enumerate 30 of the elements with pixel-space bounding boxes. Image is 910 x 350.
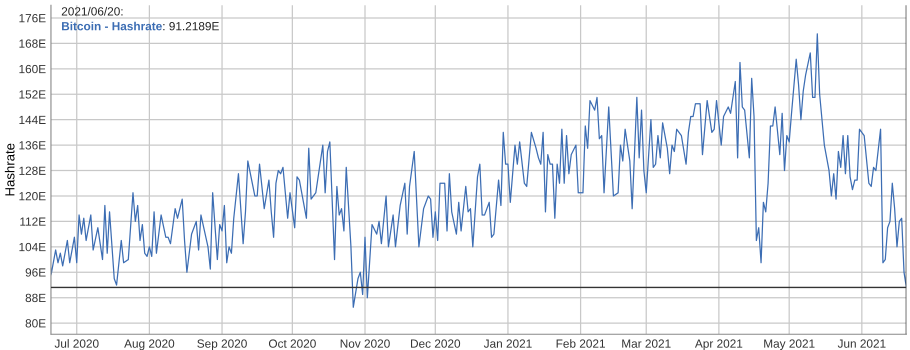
y-tick-label: 168E bbox=[19, 39, 46, 48]
x-tick-label: Feb 2021 bbox=[556, 339, 605, 348]
y-tick-label: 96E bbox=[26, 268, 46, 277]
x-tick-label: Apr 2021 bbox=[694, 339, 742, 350]
x-tick-label: Mar 2021 bbox=[622, 339, 671, 348]
annotation: : 91.2189E bbox=[163, 22, 219, 30]
x-tick-label: May 2021 bbox=[764, 339, 815, 350]
text: Bitcoin - Hashrate bbox=[62, 22, 162, 30]
y-axis-title: Hashrate bbox=[4, 144, 15, 196]
x-tick-label: Sep 2020 bbox=[197, 339, 247, 350]
y-tick-label: 176E bbox=[19, 14, 46, 22]
y-tick-label: 80E bbox=[26, 319, 46, 328]
y-tick-label: 128E bbox=[19, 166, 46, 175]
annotation: 2021/06/20: bbox=[62, 6, 123, 16]
y-tick-label: 88E bbox=[26, 294, 46, 302]
x-tick-label: Jan 2021 bbox=[484, 339, 532, 348]
y-tick-label: 136E bbox=[19, 141, 46, 150]
x-tick-label: Jul 2020 bbox=[54, 339, 99, 348]
x-tick-label: Jun 2021 bbox=[838, 339, 886, 348]
x-tick-label: Aug 2020 bbox=[124, 339, 174, 350]
x-tick-label: Dec 2020 bbox=[411, 339, 460, 348]
x-tick-label: Nov 2020 bbox=[340, 339, 390, 348]
y-tick-label: 144E bbox=[19, 116, 46, 124]
y-tick-label: 120E bbox=[19, 192, 46, 200]
y-tick-label: 112E bbox=[20, 217, 46, 226]
y-tick-label: 152E bbox=[19, 90, 46, 99]
y-tick-label: 160E bbox=[19, 64, 46, 74]
y-tick-label: 104E bbox=[19, 242, 46, 252]
line-series bbox=[50, 33, 906, 308]
x-tick-label: Oct 2020 bbox=[268, 339, 316, 348]
